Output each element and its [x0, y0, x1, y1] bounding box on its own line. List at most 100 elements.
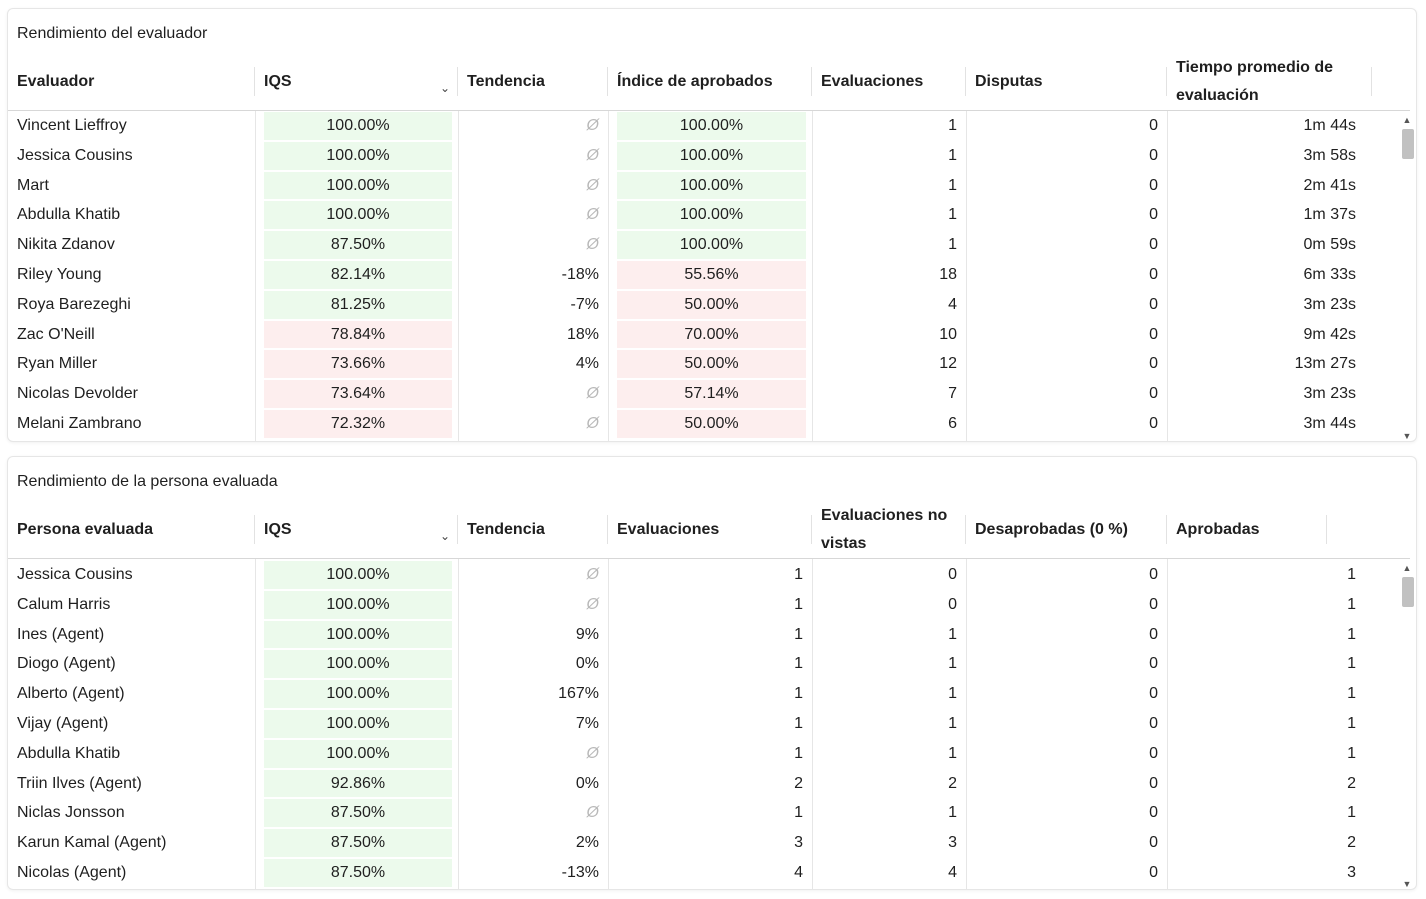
approved-cell-fill: 100.00% [617, 201, 806, 230]
iqs-cell: 100.00% [255, 141, 458, 171]
table-row[interactable]: Riley Young 82.14% -18% 55.56% 18 0 6m 33s [8, 260, 1402, 290]
unseen-evaluations-cell: 3 [948, 834, 957, 852]
iqs-cell: 100.00% [255, 560, 458, 590]
iqs-cell: 72.32% [255, 409, 458, 439]
approved-cell-fill: 50.00% [617, 290, 806, 319]
iqs-cell-value: 100.00% [326, 744, 390, 762]
col-aprobadas[interactable]: Aprobadas [1167, 501, 1327, 558]
scroll-thumb[interactable] [1402, 577, 1414, 607]
scroll-down-icon[interactable]: ▼ [1402, 879, 1412, 889]
table-row[interactable]: Mart 100.00% Ø 100.00% 1 0 2m 41s [8, 171, 1402, 201]
evaluated-name: Ines (Agent) [17, 625, 105, 643]
evaluated-table-body: Jessica Cousins 100.00% Ø 1 0 0 1 Calum Harris 1… [8, 559, 1402, 889]
col-persona-evaluada[interactable]: Persona evaluada [8, 501, 255, 558]
evaluations-cell: 12 [939, 355, 957, 373]
evaluated-name: Triin Ilves (Agent) [17, 774, 142, 792]
iqs-cell-value: 100.00% [326, 625, 390, 643]
evaluator-name: Mart [17, 176, 49, 194]
table-row[interactable]: Vincent Lieffroy 100.00% Ø 100.00% 1 0 1m 44s [8, 111, 1402, 141]
failed-cell: 0 [1149, 625, 1158, 643]
avg-time-cell: 3m 44s [1303, 415, 1356, 432]
passed-cell: 2 [1347, 774, 1356, 792]
col-indice-aprobados[interactable]: Índice de aprobados [608, 53, 812, 110]
avg-time-cell: 6m 33s [1303, 266, 1356, 283]
table-row[interactable]: Ryan Miller 73.66% 4% 50.00% 12 0 13m 27s [8, 349, 1402, 379]
chevron-down-icon[interactable]: ⌄ [439, 81, 450, 95]
table-row[interactable]: Abdulla Khatib 100.00% Ø 100.00% 1 0 1m 37s [8, 200, 1402, 230]
table-row[interactable]: Nikita Zdanov 87.50% Ø 100.00% 1 0 0m 59s [8, 230, 1402, 260]
avg-time-cell: 3m 23s [1303, 385, 1356, 403]
table-row[interactable]: Karun Kamal (Agent) 87.50% 2% 3 3 0 2 [8, 828, 1402, 858]
table-row[interactable]: Alberto (Agent) 100.00% 167% 1 1 0 1 [8, 679, 1402, 709]
trend-cell: Ø [586, 566, 599, 583]
col-tendencia[interactable]: Tendencia [458, 53, 608, 110]
col-evaluador[interactable]: Evaluador [8, 53, 255, 110]
scroll-down-icon[interactable]: ▼ [1402, 431, 1412, 441]
col-tiempo-promedio[interactable]: Tiempo promedio de evaluación [1167, 53, 1372, 110]
col-desaprobadas[interactable]: Desaprobadas (0 %) [966, 501, 1167, 558]
table-row[interactable]: Jessica Cousins 100.00% Ø 1 0 0 1 [8, 560, 1402, 590]
passed-cell: 1 [1347, 685, 1356, 703]
col-evaluaciones[interactable]: Evaluaciones [812, 53, 966, 110]
table-row[interactable]: Vijay (Agent) 100.00% 7% 1 1 0 1 [8, 709, 1402, 739]
unseen-evaluations-cell: 1 [948, 655, 957, 673]
unseen-evaluations-cell: 4 [948, 864, 957, 881]
trend-cell: 18% [566, 325, 599, 343]
evaluated-name: Karun Kamal (Agent) [17, 834, 167, 852]
col-disputas[interactable]: Disputas [966, 53, 1167, 110]
trend-cell: Ø [586, 236, 599, 254]
disputes-cell: 0 [1149, 176, 1158, 194]
table-row[interactable]: Zac O'Neill 78.84% 18% 70.00% 10 0 9m 42s [8, 320, 1402, 350]
iqs-cell-fill: 100.00% [264, 141, 452, 170]
avg-time-cell: 1m 37s [1303, 206, 1356, 224]
table-row[interactable]: Roya Barezeghi 81.25% -7% 50.00% 4 0 3m 23s [8, 290, 1402, 320]
table-row[interactable]: Nicolas Devolder 73.64% Ø 57.14% 7 0 3m 23s [8, 379, 1402, 409]
avg-time-cell: 9m 42s [1303, 325, 1356, 343]
approved-cell: 100.00% [608, 230, 812, 260]
iqs-cell-fill: 100.00% [264, 680, 452, 708]
table-row[interactable]: Jessica Cousins 100.00% Ø 100.00% 1 0 3m 58s [8, 141, 1402, 171]
col-iqs[interactable]: IQS ⌄ [255, 53, 458, 110]
avg-time-cell: 13m 27s [1294, 355, 1356, 373]
col-iqs[interactable]: IQS ⌄ [255, 501, 458, 558]
table-row[interactable]: Diogo (Agent) 100.00% 0% 1 1 0 1 [8, 649, 1402, 679]
table-row[interactable]: Ines (Agent) 100.00% 9% 1 1 0 1 [8, 620, 1402, 650]
scroll-up-icon[interactable]: ▲ [1402, 115, 1412, 125]
trend-cell: -13% [561, 864, 599, 881]
col-evaluaciones[interactable]: Evaluaciones [608, 501, 812, 558]
scroll-thumb[interactable] [1402, 129, 1414, 159]
iqs-cell-fill: 73.64% [264, 380, 452, 408]
disputes-cell: 0 [1149, 266, 1158, 283]
evaluated-scrollbar[interactable]: ▲ ▼ [1400, 561, 1414, 889]
disputes-cell: 0 [1149, 236, 1158, 254]
col-tendencia[interactable]: Tendencia [458, 501, 608, 558]
passed-cell: 1 [1347, 804, 1356, 822]
unseen-evaluations-cell: 2 [948, 774, 957, 792]
approved-cell-fill: 100.00% [617, 171, 806, 200]
iqs-cell: 100.00% [255, 200, 458, 230]
avg-time-cell: 3m 23s [1303, 295, 1356, 313]
approved-cell: 100.00% [608, 111, 812, 141]
evaluator-scrollbar[interactable]: ▲ ▼ [1400, 113, 1414, 441]
iqs-cell: 78.84% [255, 320, 458, 350]
passed-cell: 1 [1347, 625, 1356, 643]
table-row[interactable]: Calum Harris 100.00% Ø 1 0 0 1 [8, 590, 1402, 620]
evaluations-cell: 1 [794, 595, 803, 613]
iqs-cell-fill: 100.00% [264, 112, 452, 140]
chevron-down-icon[interactable]: ⌄ [439, 529, 450, 543]
unseen-evaluations-cell: 1 [948, 804, 957, 822]
avg-time-cell: 1m 44s [1303, 117, 1356, 134]
trend-cell: Ø [586, 117, 599, 134]
iqs-cell-value: 82.14% [330, 266, 386, 283]
table-row[interactable]: Triin Ilves (Agent) 92.86% 0% 2 2 0 2 [8, 769, 1402, 799]
table-row[interactable]: Abdulla Khatib 100.00% Ø 1 1 0 1 [8, 739, 1402, 769]
failed-cell: 0 [1149, 715, 1158, 732]
table-row[interactable]: Niclas Jonsson 87.50% Ø 1 1 0 1 [8, 798, 1402, 828]
col-evaluaciones-no-vistas[interactable]: Evaluaciones no vistas [812, 501, 966, 558]
iqs-cell-value: 100.00% [326, 146, 390, 164]
evaluations-cell: 1 [794, 655, 803, 673]
iqs-cell-fill: 100.00% [264, 590, 452, 619]
table-row[interactable]: Melani Zambrano 72.32% Ø 50.00% 6 0 3m 44s [8, 409, 1402, 439]
scroll-up-icon[interactable]: ▲ [1402, 563, 1412, 573]
table-row[interactable]: Nicolas (Agent) 87.50% -13% 4 4 0 3 [8, 858, 1402, 888]
